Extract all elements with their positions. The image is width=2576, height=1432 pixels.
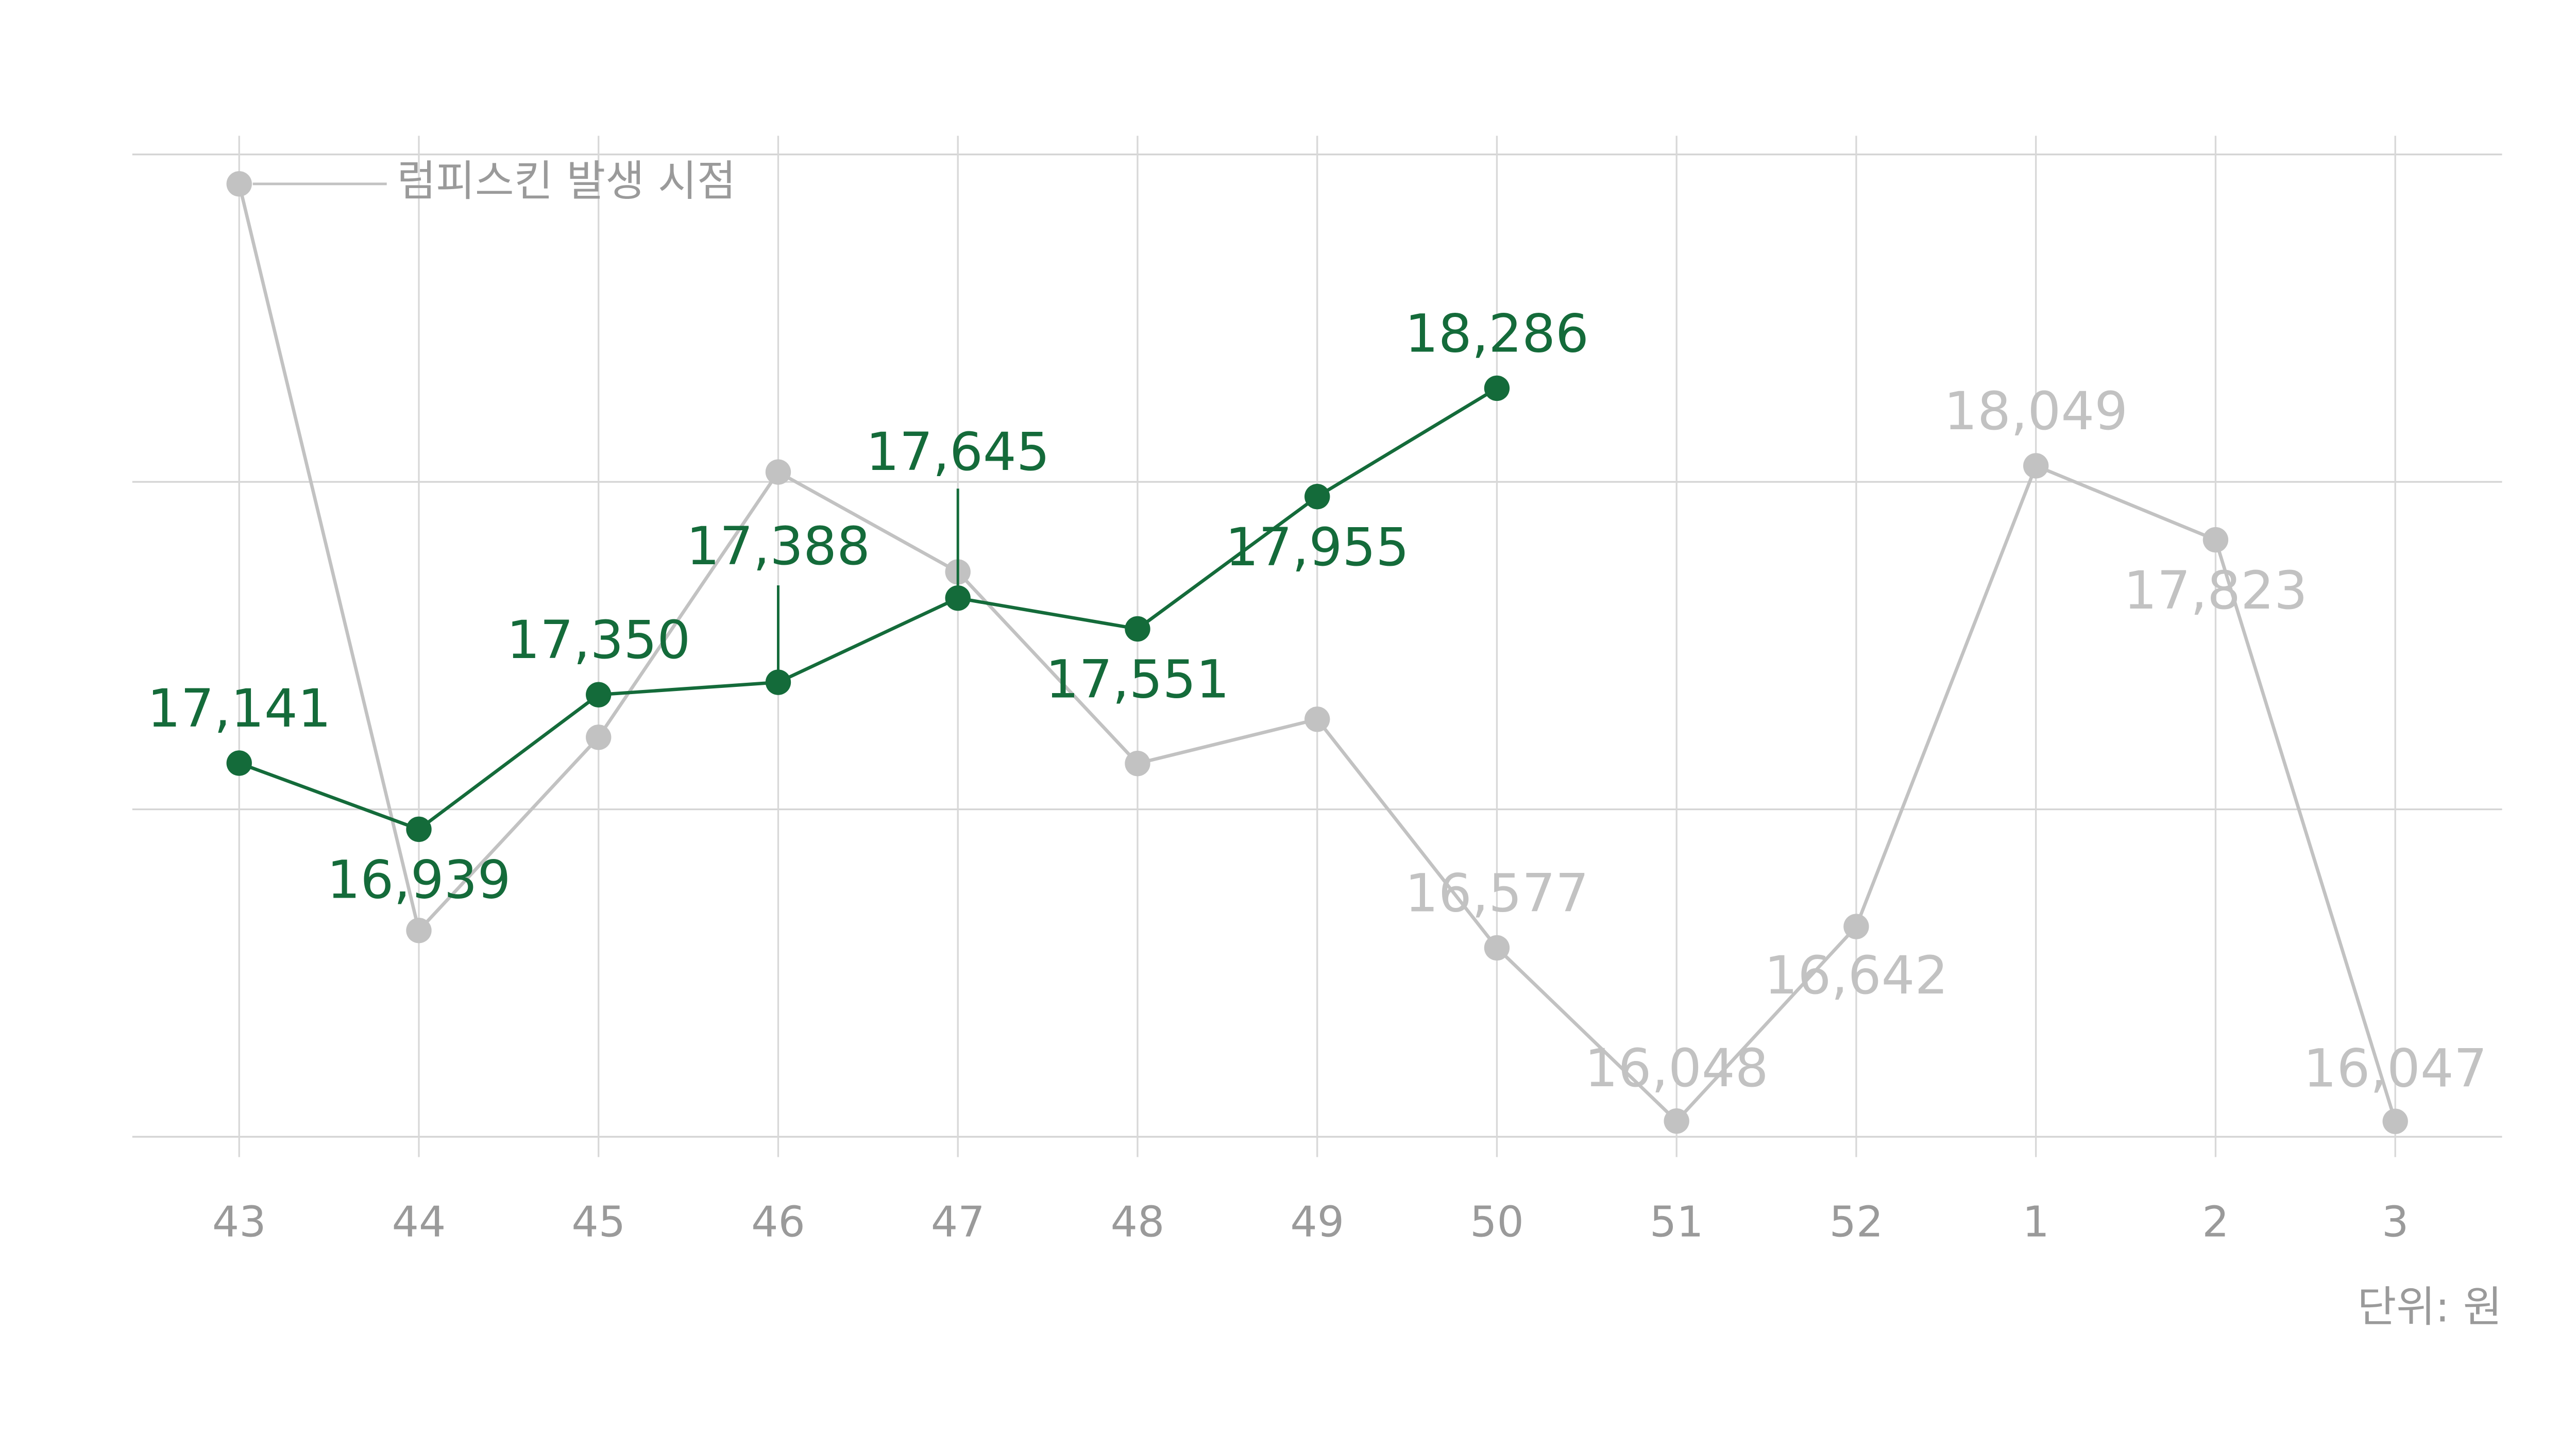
data-point <box>1843 914 1869 939</box>
x-tick-label: 47 <box>931 1198 985 1247</box>
data-label: 17,955 <box>1225 517 1409 578</box>
data-label: 17,551 <box>1045 649 1229 711</box>
series-line <box>239 386 1498 832</box>
data-point <box>1484 375 1510 401</box>
data-label: 16,577 <box>1405 863 1589 924</box>
x-tick-label: 48 <box>1111 1198 1165 1247</box>
x-tick-label: 44 <box>392 1198 446 1247</box>
data-point <box>1304 706 1330 732</box>
data-label: 16,048 <box>1585 1038 1769 1099</box>
data-label: 16,047 <box>2303 1038 2487 1100</box>
x-tick-label: 50 <box>1470 1198 1524 1247</box>
data-point <box>226 750 252 776</box>
data-label: 18,049 <box>1944 381 2128 442</box>
data-point <box>586 725 612 750</box>
data-label: 16,939 <box>327 850 511 911</box>
data-point <box>406 816 432 843</box>
data-point <box>2202 527 2229 553</box>
x-tick-label: 46 <box>751 1198 805 1247</box>
x-tick-label: 49 <box>1290 1198 1344 1247</box>
data-label: 18,286 <box>1405 303 1589 364</box>
data-point <box>1125 616 1150 642</box>
data-point <box>765 669 791 695</box>
data-point <box>945 585 971 611</box>
x-tick-label: 1 <box>2023 1198 2049 1247</box>
data-label: 17,823 <box>2124 560 2308 621</box>
data-point <box>226 171 252 197</box>
x-tick-label: 52 <box>1829 1198 1884 1247</box>
data-point <box>1484 935 1510 961</box>
data-label: 17,645 <box>866 422 1050 483</box>
data-label: 17,350 <box>506 610 690 671</box>
data-label: 17,388 <box>686 516 870 577</box>
x-tick-label: 43 <box>212 1198 266 1247</box>
data-point <box>765 459 791 485</box>
x-tick-label: 51 <box>1650 1198 1704 1247</box>
data-point <box>406 918 432 944</box>
data-point <box>1304 484 1330 510</box>
data-point <box>586 682 612 707</box>
annotation: 럼피스킨 발생 시점 <box>397 157 736 206</box>
x-tick-label: 3 <box>2382 1198 2409 1247</box>
data-point <box>1664 1108 1689 1134</box>
x-tick-label: 45 <box>571 1198 625 1247</box>
data-label: 17,141 <box>147 678 331 739</box>
x-tick-label: 2 <box>2202 1198 2229 1247</box>
data-point <box>1125 750 1150 777</box>
data-label: 16,642 <box>1764 945 1948 1006</box>
data-point <box>2023 453 2049 479</box>
unit-note: 단위: 원 <box>2357 1283 2502 1332</box>
data-point <box>2382 1108 2408 1134</box>
